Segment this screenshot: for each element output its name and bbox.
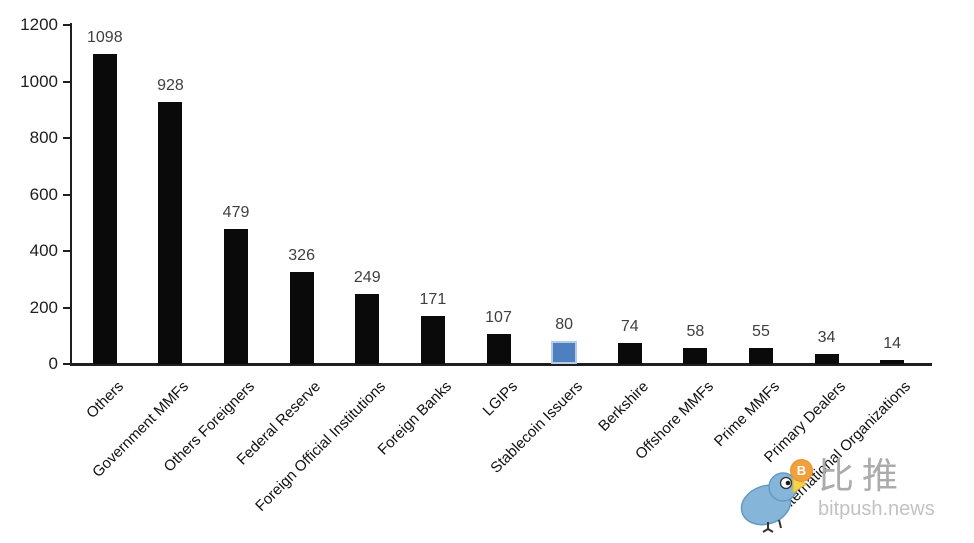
bar-value-label: 928 <box>157 76 184 94</box>
y-tick-label: 1200 <box>20 15 58 34</box>
bar-value-label: 58 <box>686 322 705 340</box>
bitpush-bird-icon <box>740 472 807 533</box>
bar <box>880 360 905 364</box>
y-tick <box>63 80 71 83</box>
x-axis-line <box>70 363 932 366</box>
y-tick-label: 200 <box>29 297 58 317</box>
bar <box>486 333 511 364</box>
y-tick-label: 400 <box>29 241 58 260</box>
bar-value-label: 55 <box>752 323 770 341</box>
bar-value-label: 171 <box>419 290 447 308</box>
y-tick <box>63 193 71 196</box>
y-tick <box>63 137 71 139</box>
bar-value-label: 34 <box>817 329 836 347</box>
y-tick <box>63 24 71 26</box>
bar <box>617 343 642 364</box>
bitcoin-coin-icon: B <box>790 459 813 482</box>
bitpush-watermark: B 比推 bitpush.news <box>738 457 958 535</box>
bar-value-label: 74 <box>620 318 639 336</box>
y-axis-line <box>70 23 72 366</box>
bar <box>224 228 249 364</box>
bar <box>551 341 578 364</box>
y-tick <box>63 363 71 365</box>
bar <box>92 53 117 364</box>
bar-value-label: 107 <box>485 308 512 326</box>
bar <box>158 101 183 364</box>
y-tick-label: 600 <box>29 184 58 204</box>
bar <box>748 348 773 364</box>
bar <box>683 347 708 364</box>
y-tick-label: 800 <box>29 128 58 147</box>
bar-value-label: 479 <box>222 203 250 221</box>
y-tick-label: 0 <box>48 354 58 373</box>
bar-value-label: 14 <box>883 335 902 353</box>
y-tick-label: 1000 <box>20 71 58 91</box>
bar <box>289 271 314 364</box>
watermark-text: 比推 bitpush.news <box>818 457 935 521</box>
bar <box>420 315 445 364</box>
bar-value-label: 1098 <box>87 28 123 46</box>
y-tick <box>63 250 71 252</box>
y-tick <box>63 306 71 309</box>
bar <box>814 354 839 364</box>
bar-value-label: 249 <box>353 268 381 286</box>
watermark-brand-cn: 比推 <box>818 455 907 496</box>
watermark-domain: bitpush.news <box>818 498 935 520</box>
bar-value-label: 80 <box>555 316 573 334</box>
bar-value-label: 326 <box>288 246 315 264</box>
bar <box>355 293 380 364</box>
